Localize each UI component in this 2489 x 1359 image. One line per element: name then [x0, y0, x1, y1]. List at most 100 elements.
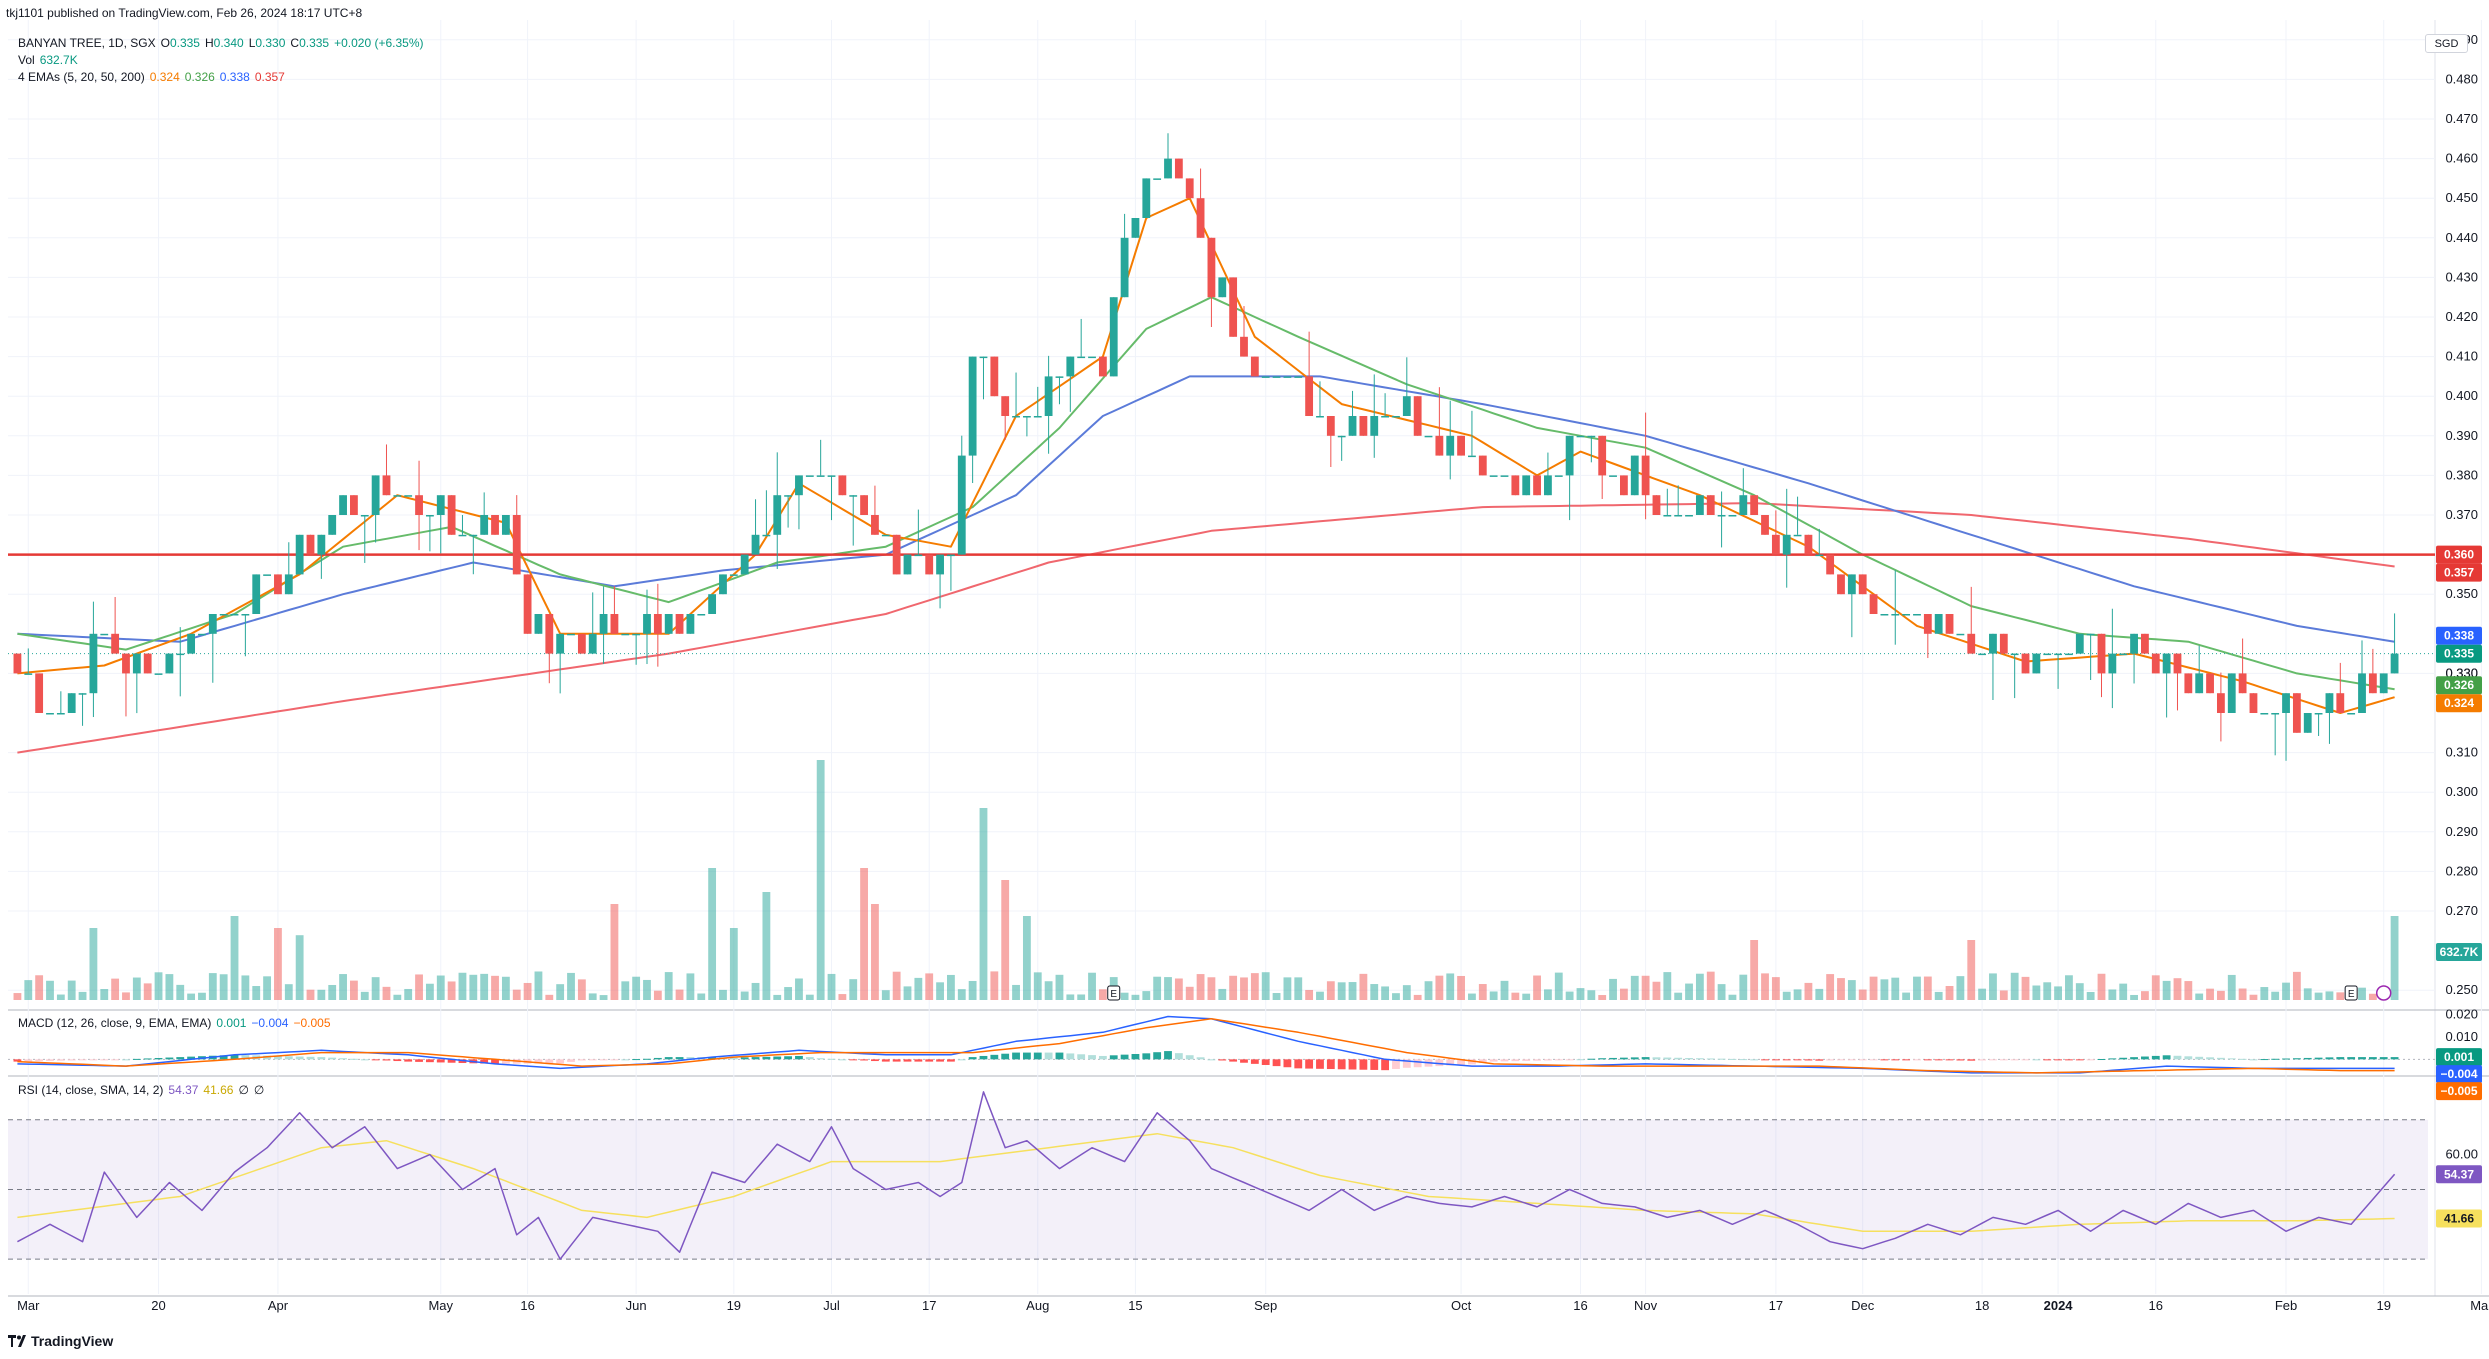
macd-hist-bar	[1109, 1055, 1118, 1060]
macd-hist-bar	[1359, 1059, 1368, 1070]
volume-bar	[1978, 988, 1987, 1000]
macd-hist-bar	[2097, 1059, 2106, 1061]
macd-hist-bar	[1989, 1059, 1997, 1061]
volume-bar	[78, 991, 87, 1000]
volume-bar	[393, 994, 402, 1000]
volume-bar	[436, 975, 445, 1000]
candle-body	[1695, 495, 1704, 515]
candle-body	[1619, 475, 1628, 496]
candle-body	[512, 515, 521, 575]
ema50-label: 0.338	[2436, 626, 2482, 645]
macd-hist-bar	[1196, 1057, 1205, 1060]
macd-tick-label: 0.020	[2445, 1006, 2478, 1021]
macd-hist-bar	[610, 1059, 619, 1061]
macd-label[interactable]: MACD (12, 26, close, 9, EMA, EMA)	[18, 1016, 212, 1030]
price-pane[interactable]	[8, 20, 2435, 1020]
macd-hist-bar	[1370, 1059, 1379, 1070]
volume-bar	[827, 973, 836, 1000]
macd-hist-bar	[1044, 1052, 1053, 1060]
candle-body	[979, 356, 988, 359]
macd-hist-bar	[903, 1059, 912, 1062]
candle-body	[2249, 693, 2258, 713]
macd-hist-bar	[1240, 1059, 1248, 1063]
volume-bar	[1131, 994, 1140, 1000]
candle-body	[2292, 693, 2301, 733]
volume-bar	[1782, 991, 1791, 1000]
rsi-label[interactable]: RSI (14, close, SMA, 14, 2)	[18, 1083, 164, 1097]
candle-body	[588, 633, 597, 654]
macd-hist-bar	[556, 1059, 565, 1064]
time-tick-label: 17	[922, 1298, 936, 1313]
candle-body	[577, 633, 586, 654]
volume-bar	[512, 989, 521, 1000]
volume-bar	[1826, 974, 1835, 1000]
candle-body	[827, 475, 836, 477]
time-axis[interactable]: Mar 20 Apr May 16 Jun 19 Jul 17 Aug 15 Sep Oct 16 Nov 1…	[17, 1298, 2489, 1313]
macd-hist-bar	[2130, 1057, 2138, 1060]
macd-hist-bar	[2325, 1057, 2334, 1060]
volume-bar	[187, 993, 196, 1000]
rsi-ma-label-box	[2436, 1209, 2482, 1228]
volume-bar	[154, 972, 163, 1000]
macd-hist-label-text: 0.001	[2444, 1050, 2474, 1064]
volume-bar	[2238, 988, 2247, 1000]
volume-bar	[2021, 976, 2030, 1000]
volume-bar	[328, 984, 337, 1000]
candle-body	[1923, 614, 1932, 634]
candle-body	[1142, 178, 1151, 218]
macd-hist-bar	[2282, 1058, 2290, 1060]
candle-body	[2075, 633, 2084, 654]
candle-body	[925, 554, 934, 575]
volume-bar	[1739, 974, 1748, 1000]
candle-body	[1782, 534, 1791, 555]
macd-hist-bar	[686, 1057, 695, 1060]
volume-bar	[2130, 994, 2138, 1000]
candle-body	[35, 673, 44, 713]
volume-bar	[2390, 916, 2399, 1000]
volume-bar	[2249, 994, 2258, 1000]
symbol-name[interactable]: BANYAN TREE, 1D, SGX	[18, 36, 156, 50]
macd-hist-bar	[1847, 1059, 1856, 1061]
macd-hist-bar	[1446, 1059, 1455, 1066]
macd-hist-bar	[1641, 1057, 1650, 1060]
macd-hist-bar	[1207, 1059, 1216, 1061]
candle-body	[1207, 237, 1216, 298]
volume-bar	[2097, 973, 2106, 1000]
volume-bar	[1098, 989, 1107, 1000]
candle-body	[947, 554, 955, 557]
candle-body	[1240, 336, 1248, 357]
macd-hist-bar	[1272, 1059, 1281, 1067]
price-axis[interactable]: 0.4900.4800.4700.4600.4500.4400.4300.420…	[2445, 32, 2478, 1162]
macd-hist-bar	[230, 1054, 239, 1060]
volume-bar	[1565, 991, 1574, 1000]
volume-bar	[1511, 992, 1520, 1000]
volume-bar	[947, 974, 955, 1000]
volume-label[interactable]: Vol	[18, 53, 35, 67]
ema50-label-box	[2436, 626, 2482, 645]
macd-hist-bar	[2195, 1056, 2204, 1060]
tradingview-logo[interactable]: TradingView	[8, 1333, 113, 1349]
candle-body	[230, 614, 239, 616]
macd-hist-bar	[2032, 1059, 2041, 1061]
volume-bar	[632, 976, 641, 1000]
volume-bar	[306, 989, 315, 1000]
volume-bar	[686, 973, 695, 1000]
volume-bar	[1663, 972, 1672, 1000]
ema20-line	[17, 296, 2395, 691]
candle-body	[1522, 475, 1531, 496]
candle-body	[1001, 396, 1010, 416]
candle-body	[2282, 693, 2290, 713]
ema-label[interactable]: 4 EMAs (5, 20, 50, 200)	[18, 70, 145, 84]
candle-body	[404, 495, 413, 497]
macd-hist-bar	[914, 1059, 923, 1062]
macd-hist-bar	[1337, 1059, 1346, 1070]
macd-hist-bar	[111, 1059, 120, 1061]
volume-bar	[1402, 985, 1411, 1000]
rsi-extra-2: ∅	[253, 1083, 265, 1097]
volume-bar	[1229, 975, 1238, 1000]
macd-hist-bar	[1413, 1059, 1422, 1068]
candle-body	[1229, 277, 1238, 337]
time-tick-label: Nov	[1634, 1298, 1658, 1313]
macd-hist-bar	[567, 1059, 575, 1062]
currency-button[interactable]: SGD	[2425, 34, 2468, 53]
